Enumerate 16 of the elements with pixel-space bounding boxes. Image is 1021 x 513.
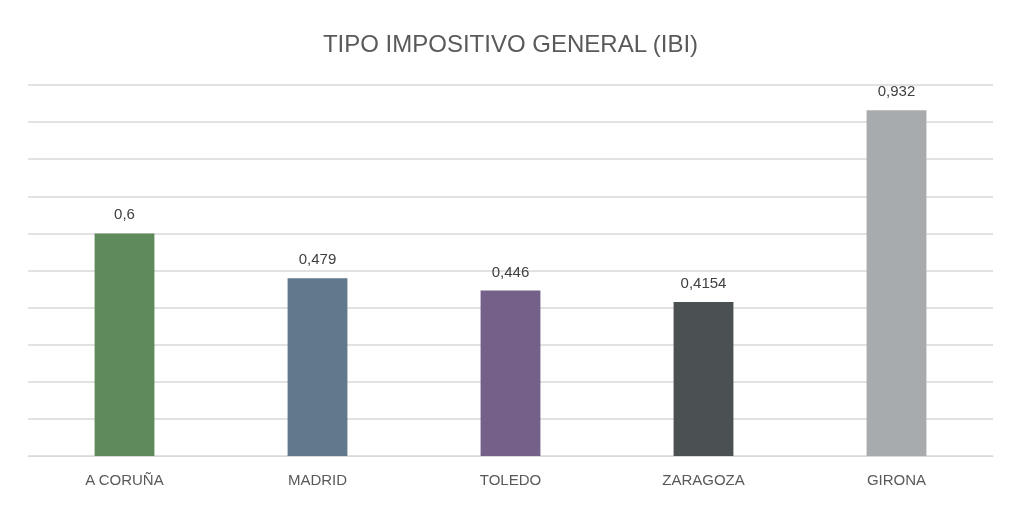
bar [673, 301, 734, 456]
x-tick-label: A CORUÑA [85, 471, 164, 488]
x-tick-label: GIRONA [866, 471, 927, 488]
bar [480, 290, 541, 456]
data-label: 0,932 [877, 82, 916, 100]
x-tick-label: ZARAGOZA [662, 471, 745, 488]
bar [866, 110, 927, 456]
data-label: 0,6 [114, 205, 135, 223]
bar [287, 278, 348, 456]
data-label: 0,479 [298, 250, 337, 268]
data-label: 0,4154 [680, 273, 727, 291]
x-tick-label: MADRID [287, 471, 348, 488]
data-label: 0,446 [491, 262, 530, 280]
x-tick-label: TOLEDO [479, 471, 542, 488]
bar [94, 233, 155, 456]
chart-title: TIPO IMPOSITIVO GENERAL (IBI) [322, 29, 699, 57]
